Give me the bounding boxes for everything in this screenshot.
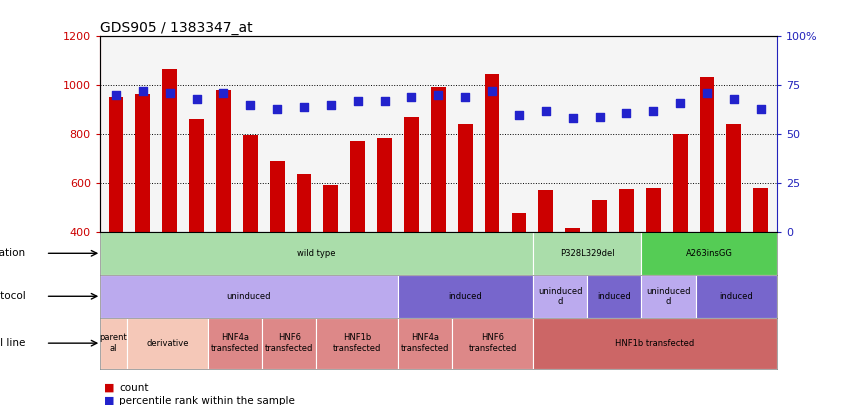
Point (512, 111, 526, 118)
Text: parent
al: parent al (100, 333, 128, 353)
Bar (641, 275, 695, 318)
Bar (378, 138, 392, 232)
Bar (695, 275, 777, 318)
Bar (533, 275, 588, 318)
Text: percentile rank within the sample: percentile rank within the sample (119, 396, 295, 405)
Bar (673, 134, 687, 232)
Bar (533, 232, 641, 275)
Point (189, 96, 203, 102)
Bar (127, 318, 208, 369)
Bar (297, 175, 312, 232)
Point (109, 92, 123, 98)
Point (593, 113, 607, 120)
Point (700, 90, 714, 96)
Bar (646, 188, 661, 232)
Text: HNF6
transfected: HNF6 transfected (469, 333, 516, 353)
Text: HNF6
transfected: HNF6 transfected (266, 333, 313, 353)
Bar (262, 318, 317, 369)
Bar (452, 318, 533, 369)
Point (458, 94, 472, 100)
Bar (533, 318, 777, 369)
Text: protocol: protocol (0, 291, 25, 301)
Bar (108, 98, 123, 232)
Bar (243, 135, 258, 232)
Text: GDS905 / 1383347_at: GDS905 / 1383347_at (100, 21, 253, 35)
Bar (588, 275, 641, 318)
Point (270, 105, 284, 112)
Bar (619, 189, 634, 232)
Bar (324, 185, 339, 232)
Bar (351, 141, 365, 232)
Point (674, 100, 687, 106)
Point (753, 105, 767, 112)
Text: P328L329del: P328L329del (560, 249, 615, 258)
Point (485, 88, 499, 94)
Text: induced: induced (449, 292, 483, 301)
Bar (100, 232, 533, 275)
Text: wild type: wild type (297, 249, 336, 258)
Bar (484, 74, 499, 232)
Point (727, 96, 740, 102)
Bar (270, 161, 285, 232)
Point (566, 115, 580, 122)
Point (162, 90, 176, 96)
Bar (208, 318, 262, 369)
Point (404, 94, 418, 100)
Point (243, 102, 257, 108)
Text: ■: ■ (104, 396, 115, 405)
Point (297, 104, 311, 110)
Bar (404, 117, 419, 232)
Bar (641, 232, 777, 275)
Text: A263insGG: A263insGG (686, 249, 733, 258)
Point (216, 90, 230, 96)
Bar (700, 77, 714, 232)
Text: uninduced
d: uninduced d (538, 287, 582, 306)
Point (620, 109, 634, 116)
Bar (398, 275, 533, 318)
Bar (216, 90, 231, 232)
Bar (565, 228, 580, 232)
Bar (592, 200, 607, 232)
Text: cell line: cell line (0, 338, 25, 348)
Text: HNF4a
transfected: HNF4a transfected (211, 333, 260, 353)
Bar (727, 124, 741, 232)
Bar (538, 190, 553, 232)
Bar (317, 318, 398, 369)
Bar (189, 119, 204, 232)
Point (378, 98, 391, 104)
Text: HNF1b transfected: HNF1b transfected (615, 339, 694, 347)
Point (136, 88, 150, 94)
Bar (457, 124, 472, 232)
Text: uninduced: uninduced (227, 292, 271, 301)
Bar (100, 318, 127, 369)
Bar (753, 188, 768, 232)
Text: HNF4a
transfected: HNF4a transfected (401, 333, 449, 353)
Bar (100, 275, 398, 318)
Point (431, 92, 445, 98)
Text: induced: induced (720, 292, 753, 301)
Bar (162, 69, 177, 232)
Bar (511, 213, 526, 232)
Text: ■: ■ (104, 383, 115, 393)
Text: count: count (119, 383, 148, 393)
Point (539, 107, 553, 114)
Point (647, 107, 661, 114)
Point (324, 102, 338, 108)
Text: uninduced
d: uninduced d (647, 287, 691, 306)
Text: HNF1b
transfected: HNF1b transfected (333, 333, 381, 353)
Text: derivative: derivative (147, 339, 188, 347)
Bar (431, 87, 446, 232)
Bar (398, 318, 452, 369)
Text: genotype/variation: genotype/variation (0, 248, 25, 258)
Bar (135, 94, 150, 232)
Text: induced: induced (597, 292, 631, 301)
Point (351, 98, 365, 104)
